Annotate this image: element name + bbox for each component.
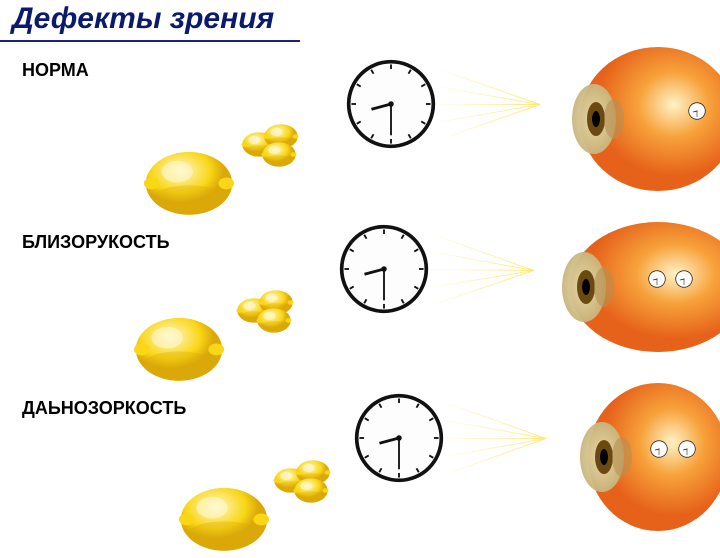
light-ray [437,104,540,141]
eye-diagram [553,210,720,365]
light-ray [437,104,540,123]
focus-point-icon [675,270,693,288]
light-ray [430,269,534,271]
light-ray [445,438,546,439]
lemon-small-icon [255,304,293,334]
page-title: Дефекты зрения [12,2,274,36]
light-ray [437,86,540,105]
focus-point-icon [650,440,668,458]
lemon-icon [130,308,228,383]
lemon-icon [175,478,273,553]
light-ray [445,420,546,439]
lemon-small-icon [260,138,298,168]
focus-point-icon [678,440,696,458]
clock-icon [338,223,430,315]
clock-icon [353,392,445,484]
vision-row-1 [0,208,720,368]
focus-point-icon [688,102,706,120]
light-ray [430,270,534,288]
light-ray [445,438,546,457]
light-ray [437,104,540,105]
light-ray [430,251,534,271]
light-ray [437,68,540,105]
light-ray [445,402,546,439]
lemon-small-icon [292,474,330,504]
light-ray [430,270,534,306]
vision-row-2 [0,378,720,538]
focus-point-icon [648,270,666,288]
vision-row-0 [0,40,720,200]
lemon-icon [140,142,238,217]
light-ray [430,233,534,271]
light-ray [445,438,546,475]
clock-icon [345,58,437,150]
